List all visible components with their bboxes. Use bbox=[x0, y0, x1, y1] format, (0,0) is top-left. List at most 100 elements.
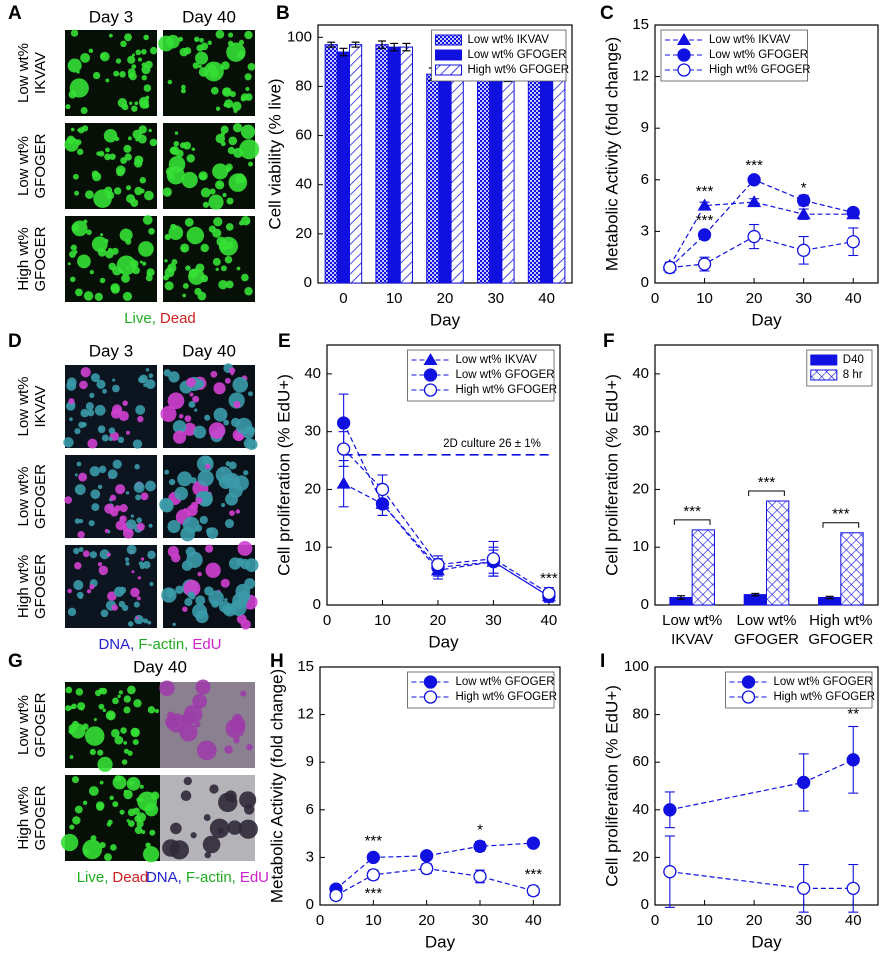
cell bbox=[76, 70, 80, 74]
marker bbox=[697, 228, 712, 242]
panel-letter: F bbox=[603, 331, 615, 352]
cell bbox=[189, 593, 196, 600]
cell bbox=[226, 197, 234, 205]
bar bbox=[527, 53, 542, 284]
cell bbox=[69, 705, 74, 710]
cell bbox=[184, 597, 193, 607]
cell bbox=[132, 266, 140, 275]
y-tick-label: 0 bbox=[306, 896, 314, 913]
x-tick-label: 20 bbox=[430, 612, 447, 629]
cell bbox=[178, 36, 184, 42]
y-tick-label: 3 bbox=[306, 848, 314, 865]
marker bbox=[423, 675, 438, 689]
x-tick-label: 0 bbox=[339, 290, 347, 307]
bar bbox=[840, 532, 864, 606]
cell bbox=[89, 269, 94, 275]
cell bbox=[98, 687, 105, 694]
cell bbox=[141, 829, 146, 835]
cell bbox=[74, 518, 81, 524]
cell bbox=[97, 484, 103, 490]
y-tick-label: 3 bbox=[641, 222, 649, 239]
cell bbox=[117, 436, 125, 444]
cell bbox=[225, 280, 234, 289]
marker bbox=[796, 207, 811, 220]
error-bar bbox=[378, 40, 387, 49]
cell bbox=[124, 557, 130, 562]
marker bbox=[846, 881, 860, 895]
cell bbox=[87, 409, 95, 417]
cell bbox=[123, 789, 128, 794]
cell bbox=[219, 241, 229, 251]
cell bbox=[198, 67, 209, 77]
x-tick-label: 40 bbox=[845, 290, 862, 307]
cell bbox=[167, 263, 177, 273]
marker bbox=[423, 383, 438, 397]
panel-letter: G bbox=[8, 651, 23, 672]
x-axis-label: Day bbox=[425, 932, 456, 951]
cell bbox=[197, 571, 202, 577]
cell bbox=[225, 492, 239, 506]
cell bbox=[221, 503, 226, 508]
cell bbox=[163, 274, 169, 281]
cell bbox=[90, 373, 100, 383]
cell bbox=[172, 420, 187, 434]
cell bbox=[119, 71, 126, 78]
cell bbox=[210, 370, 218, 378]
cell bbox=[120, 157, 128, 164]
cell bbox=[73, 580, 84, 591]
cell bbox=[129, 259, 139, 269]
cell bbox=[239, 139, 260, 160]
cell bbox=[136, 522, 145, 531]
cell bbox=[60, 833, 79, 852]
cell bbox=[143, 618, 149, 624]
cell bbox=[218, 600, 231, 613]
cell bbox=[97, 248, 107, 257]
marker bbox=[526, 836, 540, 850]
cell bbox=[209, 784, 219, 794]
cell bbox=[123, 695, 131, 703]
marker bbox=[677, 33, 691, 45]
y-tick-label: 6 bbox=[641, 171, 649, 188]
cell bbox=[80, 52, 91, 63]
cell bbox=[133, 601, 140, 608]
cell bbox=[220, 265, 227, 272]
cell bbox=[109, 494, 117, 501]
cell bbox=[97, 749, 104, 756]
cell bbox=[96, 803, 104, 811]
cell bbox=[240, 124, 256, 139]
cell bbox=[233, 475, 249, 491]
cell bbox=[65, 686, 73, 694]
legend-label: 8 hr bbox=[843, 369, 863, 381]
cell bbox=[167, 79, 173, 85]
cell bbox=[86, 229, 92, 236]
legend-label: High wt% GFOGER bbox=[468, 64, 570, 76]
cell bbox=[104, 853, 112, 862]
cell bbox=[63, 437, 74, 448]
cell bbox=[126, 544, 137, 555]
cell bbox=[108, 427, 116, 434]
marker bbox=[336, 416, 351, 430]
cell bbox=[99, 549, 110, 560]
cell bbox=[164, 259, 168, 263]
cell bbox=[92, 172, 102, 182]
cell bbox=[139, 784, 144, 789]
row-label: IKVAV bbox=[32, 386, 49, 428]
cell bbox=[70, 29, 79, 37]
panel-letter: H bbox=[270, 651, 284, 672]
x-tick-label: GFOGER bbox=[734, 631, 799, 648]
cell bbox=[167, 392, 185, 410]
cell bbox=[75, 688, 84, 696]
y-tick-label: 30 bbox=[304, 423, 321, 440]
cell bbox=[65, 705, 72, 712]
cell bbox=[89, 551, 97, 559]
cell bbox=[215, 29, 225, 39]
cell bbox=[145, 368, 150, 372]
cell bbox=[224, 255, 233, 264]
cell bbox=[93, 717, 97, 722]
cell bbox=[68, 250, 76, 258]
cell bbox=[134, 101, 139, 106]
y-tick-label: 80 bbox=[295, 77, 312, 94]
column-header: Day 3 bbox=[89, 341, 133, 360]
cell bbox=[84, 726, 105, 746]
